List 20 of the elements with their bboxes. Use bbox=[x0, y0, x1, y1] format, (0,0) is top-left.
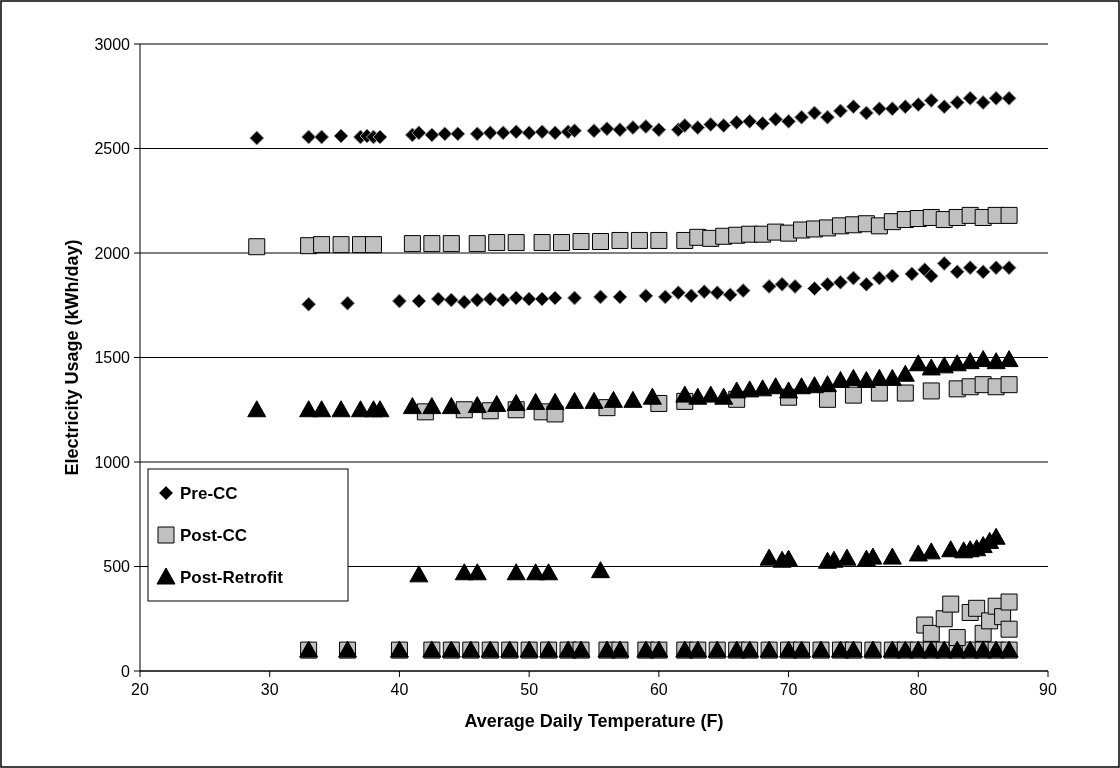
y-tick-label: 1000 bbox=[94, 453, 131, 471]
x-axis-title: Average Daily Temperature (F) bbox=[464, 711, 724, 731]
x-tick-label: 80 bbox=[909, 681, 928, 698]
y-tick-label: 3000 bbox=[94, 35, 131, 53]
x-tick-label: 40 bbox=[390, 681, 409, 698]
x-tick-label: 90 bbox=[1039, 681, 1057, 698]
x-tick-label: 60 bbox=[649, 681, 668, 698]
legend-label: Post-CC bbox=[180, 525, 248, 545]
y-tick-label: 500 bbox=[103, 558, 131, 576]
y-axis-title: Electricity Usage (kWh/day) bbox=[62, 239, 82, 476]
legend-label: Pre-CC bbox=[180, 483, 238, 503]
y-tick-label: 0 bbox=[121, 662, 131, 680]
x-tick-label: 30 bbox=[260, 681, 279, 698]
x-tick-label: 20 bbox=[131, 681, 149, 698]
y-tick-label: 2500 bbox=[94, 140, 131, 158]
y-tick-label: 1500 bbox=[94, 349, 131, 367]
y-tick-label: 2000 bbox=[94, 244, 131, 262]
legend-label: Post-Retrofit bbox=[180, 567, 284, 587]
x-tick-label: 70 bbox=[779, 681, 798, 698]
x-tick-label: 50 bbox=[520, 681, 539, 698]
